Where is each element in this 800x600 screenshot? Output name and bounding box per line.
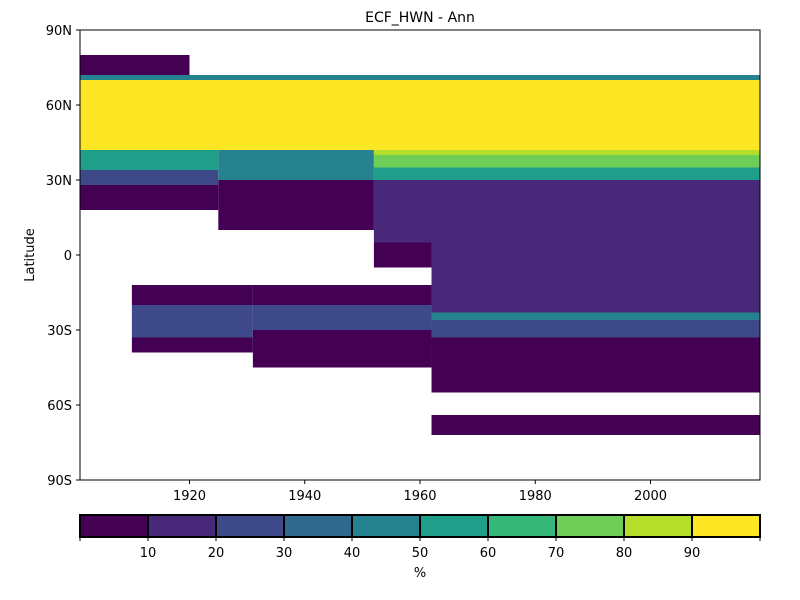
colorbar-tick-label: 10: [140, 546, 157, 561]
colorbar-tick-label: 60: [480, 546, 497, 561]
heatmap-cell: [373, 155, 760, 168]
heatmap-cell: [80, 185, 219, 210]
heatmap-cell: [80, 170, 219, 185]
y-tick-label: 60N: [46, 99, 72, 114]
y-axis: 90N 60N 30N 0 30S 60S 90S: [46, 24, 80, 489]
heatmap-cells: [80, 55, 760, 435]
y-tick-label: 90N: [46, 24, 72, 39]
heatmap-cell: [252, 305, 432, 330]
y-axis-label: Latitude: [23, 228, 38, 282]
colorbar-swatch: [79, 514, 149, 538]
heatmap-cell: [252, 330, 432, 368]
colorbar-tick-label: 30: [276, 546, 293, 561]
colorbar-tick-label: 70: [548, 546, 565, 561]
heatmap-cell: [373, 205, 760, 243]
heatmap-cell: [252, 285, 432, 305]
y-tick-label: 30S: [47, 324, 72, 339]
heatmap-cell: [431, 415, 760, 435]
colorbar-swatch: [419, 514, 489, 538]
colorbar-swatch: [147, 514, 217, 538]
heatmap-cell: [373, 150, 760, 155]
heatmap-cell: [80, 55, 190, 75]
heatmap-cell: [80, 75, 760, 80]
colorbar-tick-label: 90: [684, 546, 701, 561]
heatmap-cell: [80, 150, 219, 170]
heatmap-cell: [218, 150, 374, 180]
heatmap-cell: [431, 300, 760, 313]
colorbar-tick-label: 20: [208, 546, 225, 561]
x-tick-label: 1920: [173, 489, 206, 504]
colorbar-swatch: [351, 514, 421, 538]
colorbar-swatch: [555, 514, 625, 538]
colorbar: 10 20 30 40 50 60 70 80 90: [79, 514, 761, 561]
colorbar-swatch: [215, 514, 285, 538]
colorbar-swatch: [623, 514, 693, 538]
y-tick-label: 60S: [47, 399, 72, 414]
heatmap-cell: [431, 312, 760, 320]
heatmap-cell: [131, 337, 253, 353]
heatmap-cell: [373, 167, 760, 180]
colorbar-swatch: [487, 514, 557, 538]
x-tick-label: 1980: [519, 489, 552, 504]
x-tick-label: 1960: [403, 489, 436, 504]
x-tick-label: 2000: [634, 489, 667, 504]
colorbar-swatch: [283, 514, 353, 538]
x-tick-label: 1940: [288, 489, 321, 504]
heatmap-cell: [431, 242, 760, 280]
heatmap-cell: [80, 80, 760, 150]
y-tick-label: 0: [64, 249, 72, 264]
y-tick-label: 30N: [46, 174, 72, 189]
heatmap-cell: [373, 242, 432, 268]
heatmap-cell: [131, 305, 253, 338]
heatmap-cell: [218, 180, 374, 230]
colorbar-label: %: [414, 566, 426, 581]
heatmap-cell: [131, 285, 253, 305]
y-tick-label: 90S: [47, 474, 72, 489]
heatmap-cell: [373, 180, 760, 205]
heatmap-cell: [431, 320, 760, 338]
colorbar-tick-label: 40: [344, 546, 361, 561]
colorbar-tick-label: 50: [412, 546, 429, 561]
chart-title: ECF_HWN - Ann: [365, 10, 475, 26]
heatmap-cell: [431, 337, 760, 393]
colorbar-tick-label: 80: [616, 546, 633, 561]
colorbar-swatch: [691, 514, 761, 538]
heatmap-cell: [431, 280, 760, 300]
x-axis: 1920 1940 1960 1980 2000: [173, 480, 667, 504]
